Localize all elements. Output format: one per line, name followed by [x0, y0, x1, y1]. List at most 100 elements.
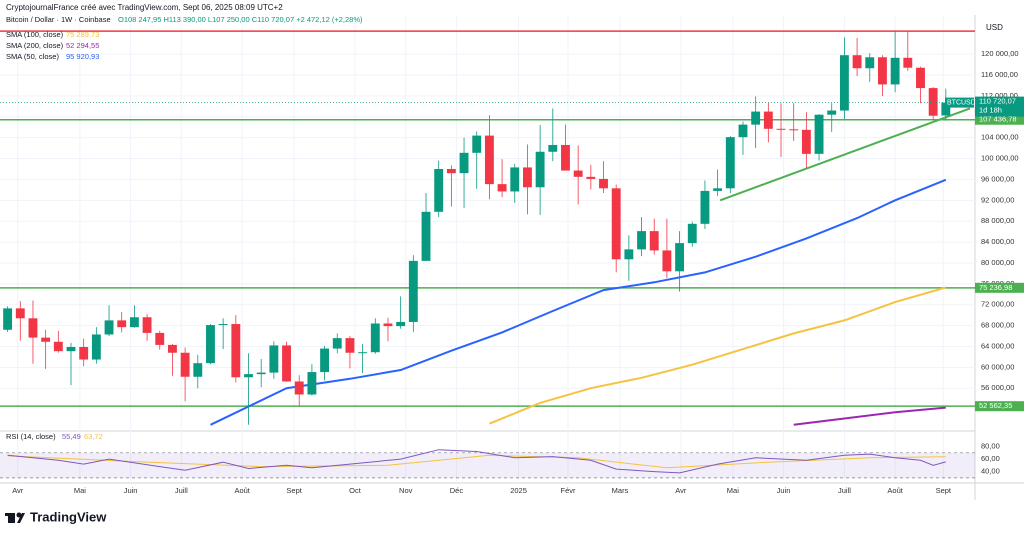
level-label: 52 562,35	[979, 401, 1012, 410]
y-tick-label: 120 000,00	[981, 49, 1019, 58]
candle-body	[637, 231, 646, 250]
candle-body	[345, 338, 355, 353]
rsi-tick-label: 40,00	[981, 467, 1000, 476]
candle-body	[827, 110, 837, 115]
brand: TradingView	[30, 509, 107, 524]
candle-body	[903, 57, 913, 68]
candle-body	[155, 332, 165, 345]
y-tick-label: 60 000,00	[981, 362, 1014, 371]
candle-body	[586, 176, 596, 179]
candle-body	[725, 137, 735, 189]
legend-name: SMA (200, close)	[6, 41, 64, 50]
candle-body	[624, 249, 634, 260]
candle-body	[434, 168, 444, 212]
x-tick-label: Août	[887, 486, 903, 495]
candle-body	[459, 152, 469, 174]
x-tick-label: Juin	[777, 486, 791, 495]
candle-body	[396, 321, 406, 327]
sma-line	[210, 178, 947, 426]
candle-body	[307, 372, 317, 395]
x-tick-label: Sept	[286, 486, 302, 495]
candle-body	[142, 317, 152, 333]
x-tick-label: Juill	[838, 486, 851, 495]
candle-body	[611, 188, 621, 260]
candle-body	[599, 178, 608, 189]
y-tick-label: 112 000,00	[981, 91, 1018, 100]
candle-body	[41, 337, 51, 342]
legend-value: 52 294,55	[66, 41, 99, 50]
candle-body	[244, 374, 253, 378]
x-tick-label: Juill	[175, 486, 188, 495]
candle-body	[751, 111, 761, 125]
y-tick-label: 116 000,00	[981, 70, 1018, 79]
candle-body	[675, 243, 685, 272]
candle-body	[941, 102, 951, 116]
rsi-tick-label: 80,00	[981, 442, 1000, 451]
candle-body	[180, 352, 190, 377]
rsi-title: RSI (14, close)	[6, 432, 56, 441]
candle-body	[129, 317, 139, 328]
legend-name: SMA (100, close)	[6, 30, 64, 39]
candle-body	[878, 57, 887, 85]
x-tick-label: Avr	[675, 486, 687, 495]
candle-body	[649, 231, 659, 251]
symbol-label: BTCUSD	[947, 99, 976, 106]
y-tick-label: 68 000,00	[981, 321, 1014, 330]
candle-body	[789, 129, 799, 131]
candle-body	[573, 170, 583, 177]
candle-body	[890, 57, 900, 85]
candle-body	[66, 347, 76, 352]
candle-body	[472, 135, 482, 153]
x-tick-label: Nov	[399, 486, 413, 495]
candle-body	[104, 320, 114, 335]
y-tick-label: 104 000,00	[981, 133, 1019, 142]
legend-name: SMA (50, close)	[6, 52, 59, 61]
level-label: 75 236,98	[979, 283, 1012, 292]
rsi-line	[7, 449, 946, 474]
price-tag	[975, 96, 1024, 117]
currency: USD	[986, 23, 1003, 32]
candle-body	[421, 211, 431, 261]
level-tag	[975, 114, 1024, 125]
candle-body	[370, 323, 380, 353]
candle-body	[193, 363, 203, 377]
y-tick-label: 84 000,00	[981, 237, 1014, 246]
y-tick-label: 100 000,00	[981, 154, 1019, 163]
candle-body	[15, 308, 25, 319]
candle-body	[231, 324, 241, 378]
candle-body	[282, 345, 291, 382]
logo	[5, 512, 25, 523]
candle-body	[332, 338, 342, 349]
candle-body	[928, 88, 938, 116]
candle-body	[256, 372, 266, 375]
sma-line	[793, 406, 946, 426]
level-tag	[975, 401, 1024, 412]
y-tick-label: 80 000,00	[981, 258, 1014, 267]
candle-body	[320, 348, 330, 373]
y-tick-label: 92 000,00	[981, 195, 1014, 204]
sma-line	[489, 286, 947, 425]
x-tick-label: Sept	[936, 486, 952, 495]
level-tag	[975, 282, 1024, 293]
candle-body	[510, 167, 520, 192]
level-label: 107 436,78	[979, 115, 1017, 124]
x-tick-label: 2025	[510, 486, 527, 495]
candle-body	[117, 320, 127, 328]
y-tick-label: 56 000,00	[981, 383, 1014, 392]
candle-body	[53, 341, 63, 352]
candle-body	[484, 135, 494, 185]
candle-body	[814, 114, 824, 154]
candle-body	[916, 67, 925, 89]
candle-body	[713, 188, 723, 191]
countdown-label: 1d 18h	[979, 106, 1002, 115]
candle-body	[523, 167, 532, 188]
rsi-band	[0, 452, 975, 478]
rsi-tick-label: 60,00	[981, 454, 1000, 463]
x-tick-label: Déc	[450, 486, 464, 495]
candle-body	[497, 184, 507, 192]
rsi-ma-value: 63,72	[84, 432, 103, 441]
candle-body	[763, 111, 773, 129]
y-tick-label: 88 000,00	[981, 216, 1014, 225]
candle-body	[535, 151, 545, 188]
